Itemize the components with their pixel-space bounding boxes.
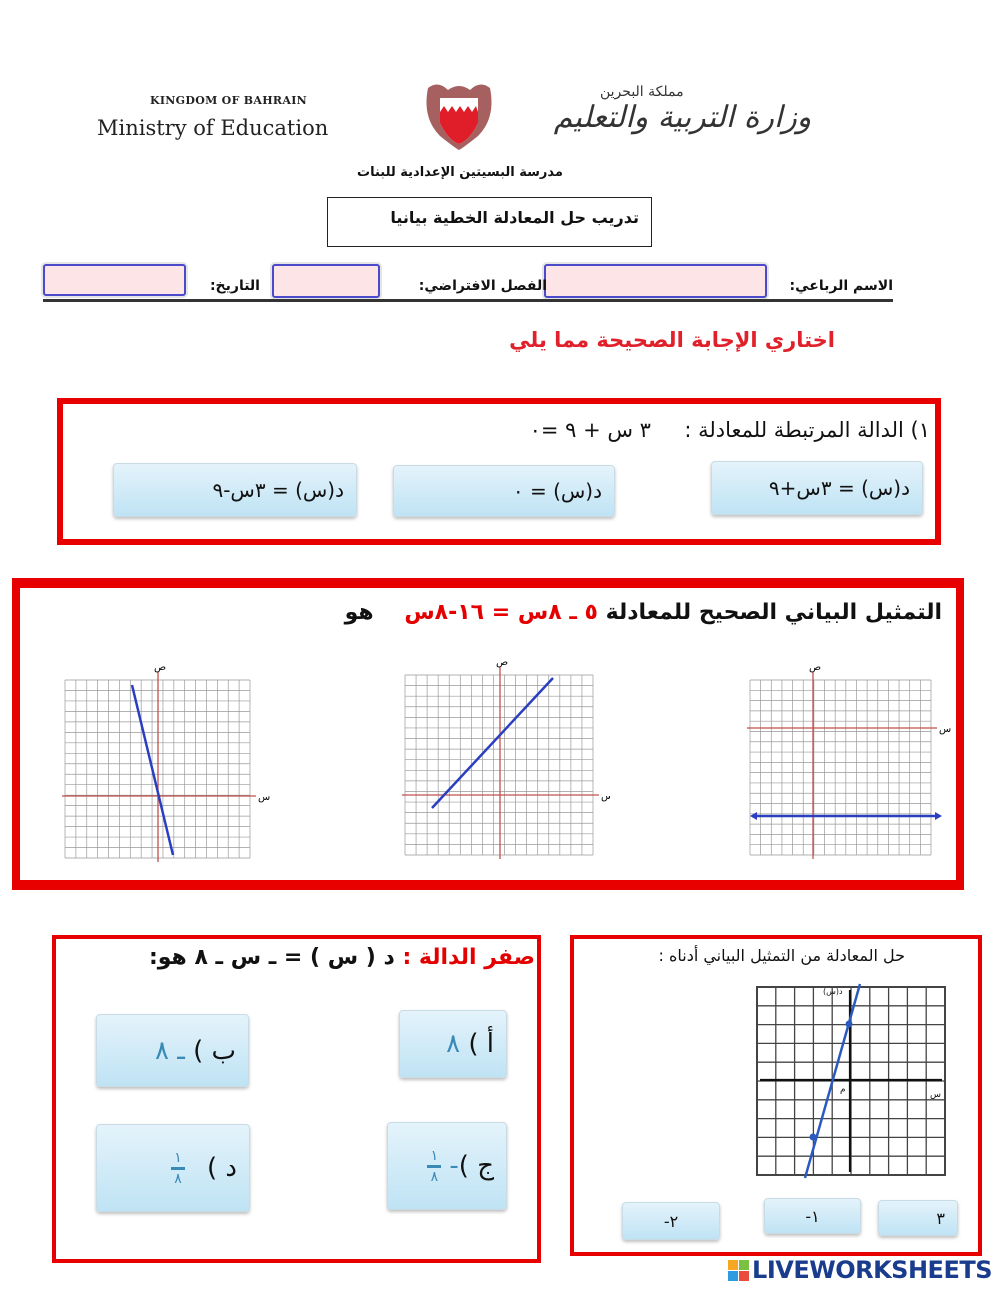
title-box: تدريب حل المعادلة الخطية بيانيا	[327, 197, 652, 247]
fraction-numerator: ١	[430, 1147, 439, 1164]
q3-option-d[interactable]: د ) ١ ٨	[96, 1124, 250, 1212]
q4-x-axis-label: س	[930, 1090, 941, 1100]
q3-equation: د ( س ) = ـ س ـ ٨ هو:	[148, 945, 395, 970]
instruction: اختاري الإجابة الصحيحة مما يلي	[509, 328, 835, 352]
q2-graph-option-3[interactable]: سص	[740, 660, 960, 865]
question-2-frame	[12, 578, 964, 890]
school-name: مدرسة البسيتين الإعدادية للبنات	[357, 165, 563, 180]
q4-option-2[interactable]: ١-	[764, 1198, 861, 1234]
question-4-prompt: حل المعادلة من التمثيل البياني أدناه :	[658, 946, 906, 965]
option-letter: د )	[207, 1153, 237, 1183]
q1-option-2[interactable]: د(س) = ٠	[393, 465, 615, 517]
liveworksheets-logo: LIVEWORKSHEETS	[728, 1256, 992, 1284]
graph-point	[809, 1133, 817, 1141]
q4-option-1[interactable]: ٣	[878, 1200, 958, 1236]
q3-option-b[interactable]: ب ) ـ ٨	[96, 1014, 249, 1087]
brand-text: LIVEWORKSHEETS	[752, 1256, 992, 1284]
option-letter: ب )	[193, 1035, 236, 1066]
q1-option-1[interactable]: د(س) = ٣س+٩	[711, 461, 923, 515]
q3-option-a[interactable]: أ ) ٨	[399, 1010, 507, 1078]
q4-origin-label: م	[840, 1085, 846, 1095]
grid	[62, 672, 256, 862]
q2-graph-option-2[interactable]: سص	[395, 655, 610, 860]
q4-graph	[756, 983, 946, 1179]
question-1-frame	[57, 398, 941, 545]
graph-point	[845, 1020, 853, 1028]
question-3-prompt: صفر الدالة : د ( س ) = ـ س ـ ٨ هو:	[149, 945, 535, 970]
option-letter: ج )	[458, 1151, 494, 1181]
worksheet-title: تدريب حل المعادلة الخطية بيانيا	[390, 208, 639, 227]
q4-option-3[interactable]: ٢-	[622, 1202, 720, 1240]
question-1-prompt: ١) الدالة المرتبطة للمعادلة : ٣ س + ٩ =٠	[530, 418, 930, 442]
q3-prompt-text: صفر الدالة :	[402, 945, 535, 970]
date-label: التاريخ:	[209, 278, 260, 294]
class-input[interactable]	[272, 264, 380, 298]
q2-graph-option-1[interactable]: سص	[55, 660, 270, 865]
q4-y-axis-label: د(س)	[823, 987, 843, 996]
q1-option-3[interactable]: د(س) = ٣س-٩	[113, 463, 357, 517]
y-axis-label: ص	[809, 662, 821, 673]
option-value: ـ ٨	[154, 1035, 185, 1066]
q2-prompt-text: التمثيل البياني الصحيح للمعادلة	[605, 600, 942, 625]
question-3-frame	[52, 935, 541, 1263]
grid	[756, 986, 946, 1176]
fraction-denominator: ٨	[430, 1168, 439, 1185]
date-input[interactable]	[43, 264, 186, 296]
kingdom-ar: مملكة البحرين	[600, 84, 684, 100]
y-axis-label: ص	[496, 657, 508, 668]
q3-option-c[interactable]: ج ) -١ ٨	[387, 1122, 507, 1210]
option-value: ٨	[446, 1029, 461, 1059]
class-label: الفصل الافتراضي:	[418, 278, 547, 294]
q2-suffix: هو	[344, 600, 374, 625]
x-axis-label: س	[601, 791, 610, 802]
fraction-denominator: ٨	[174, 1170, 182, 1187]
ministry-ar: وزارة التربية والتعليم	[553, 100, 812, 135]
question-4-frame	[570, 935, 982, 1256]
bahrain-emblem-icon	[426, 84, 492, 150]
graph-line	[130, 684, 175, 856]
grid	[747, 672, 937, 859]
option-letter: أ )	[468, 1029, 494, 1059]
name-input[interactable]	[544, 264, 767, 298]
q1-prompt-text: ١) الدالة المرتبطة للمعادلة :	[684, 418, 930, 442]
x-axis-label: س	[939, 724, 951, 735]
x-axis-label: س	[258, 792, 270, 803]
question-2-prompt: التمثيل البياني الصحيح للمعادلة ٥ ـ ٨س =…	[345, 600, 942, 625]
grid	[402, 667, 599, 859]
q1-equation: ٣ س + ٩ =٠	[529, 418, 651, 442]
graph-line	[803, 983, 862, 1179]
fraction-numerator: ١	[174, 1149, 182, 1166]
kingdom-en: KINGDOM OF BAHRAIN	[150, 94, 308, 107]
logo-icon	[728, 1259, 750, 1281]
name-label: الاسم الرباعي:	[789, 278, 893, 294]
option-sign: -	[449, 1151, 459, 1181]
divider	[43, 299, 893, 302]
graph-line	[431, 677, 554, 809]
ministry-en: Ministry of Education	[97, 116, 329, 140]
q2-equation: ٥ ـ ٨س = ١٦-٨س	[404, 600, 598, 625]
y-axis-label: ص	[154, 662, 166, 673]
